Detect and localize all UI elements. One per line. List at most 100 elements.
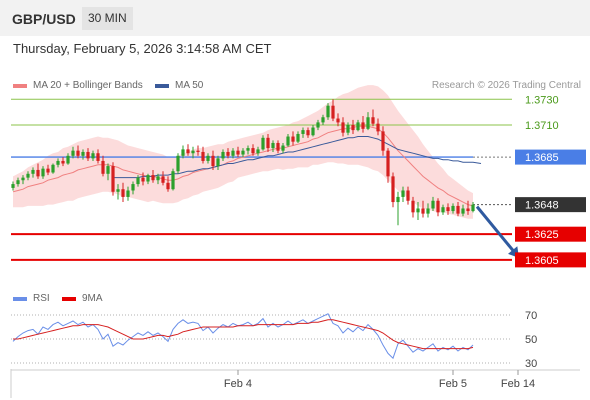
candle (76, 145, 80, 159)
candle-body (341, 122, 345, 133)
rsi-tick-label: 30 (525, 358, 537, 370)
ma20-legend-label: MA 20 + Bollinger Bands (33, 80, 143, 91)
candle (441, 204, 445, 215)
candle-body (426, 208, 430, 214)
candle (51, 163, 55, 174)
support-1-label: 1.3625 (525, 229, 559, 241)
candle-body (156, 176, 160, 181)
candle (141, 172, 145, 186)
candle (396, 191, 400, 226)
candle (386, 148, 390, 183)
top-bar: GBP/USD 30 MIN (0, 0, 590, 36)
candle (281, 142, 285, 154)
candle-body (381, 131, 385, 151)
candle (161, 171, 165, 186)
legend-rsi: RSI (13, 293, 50, 304)
candle (426, 203, 430, 218)
rsi-tick-label: 50 (525, 334, 537, 346)
candle (66, 153, 70, 165)
candle-body (266, 137, 270, 149)
candle (471, 202, 475, 213)
candle (91, 150, 95, 161)
candle-body (401, 190, 405, 197)
candle (176, 153, 180, 174)
candle-body (166, 182, 170, 190)
candle-body (121, 189, 125, 197)
candle-body (211, 155, 215, 167)
candle-body (246, 148, 250, 151)
candle (151, 169, 155, 183)
resistance-2-label: 1.3730 (525, 94, 559, 106)
candle (376, 118, 380, 136)
candle (406, 186, 410, 205)
rsi-legend-label: RSI (33, 293, 50, 304)
candle-body (456, 205, 460, 214)
candle-body (216, 158, 220, 167)
candle (166, 176, 170, 192)
candle (191, 146, 195, 159)
candle-body (361, 122, 365, 129)
last-price-label-box (515, 197, 586, 213)
candle-body (386, 150, 390, 177)
candle (146, 173, 150, 185)
candle (296, 131, 300, 143)
support-2-label-box (515, 252, 586, 268)
rsi-panel: 70 50 30 (11, 310, 537, 370)
candle (186, 144, 190, 156)
x-axis: Feb 4 Feb 5 Feb 14 (10, 369, 580, 398)
candle-body (41, 168, 45, 177)
candle (411, 196, 415, 218)
candle (416, 202, 420, 221)
candle-body (106, 166, 110, 174)
candle-body (181, 149, 185, 156)
candle (171, 168, 175, 191)
candle-body (21, 177, 25, 181)
level-labels-layer: 1.3730 1.3710 1.3685 1.3648 1.3625 1.3605 (515, 94, 586, 268)
candle (306, 127, 310, 138)
candle (56, 158, 60, 168)
candle (86, 148, 90, 161)
ma20-swatch (13, 83, 27, 88)
candle-body (86, 151, 90, 159)
candle-body (301, 130, 305, 134)
candle (461, 204, 465, 217)
candle (11, 181, 15, 191)
candle-body (411, 200, 415, 213)
candle (126, 186, 130, 201)
forecast-layer (475, 205, 519, 258)
candle (241, 148, 245, 158)
candle-body (56, 160, 60, 165)
candle-body (461, 208, 465, 214)
candle-body (421, 208, 425, 214)
candle-body (256, 149, 260, 154)
candle (421, 200, 425, 218)
legend-ma50: MA 50 (155, 80, 203, 91)
timeframe-button[interactable]: 30 MIN (82, 7, 133, 30)
candle (36, 163, 40, 179)
candle-body (221, 151, 225, 159)
candle (456, 202, 460, 217)
legend-9ma: 9MA (62, 293, 103, 304)
candle (326, 103, 330, 120)
candle (341, 117, 345, 137)
candle-body (346, 124, 350, 133)
candle-body (126, 190, 130, 197)
candle-body (146, 175, 150, 182)
candle-body (96, 153, 100, 161)
candle-body (311, 127, 315, 136)
candle-body (306, 130, 310, 136)
candle-body (231, 150, 235, 156)
candle (181, 145, 185, 159)
candle (276, 140, 280, 154)
candle (46, 164, 50, 176)
resistance-1-label: 1.3710 (525, 120, 559, 132)
candle (311, 124, 315, 137)
candle (26, 171, 30, 181)
candle (316, 119, 320, 131)
candle-body (151, 175, 155, 181)
candle-body (376, 123, 380, 132)
candle (266, 133, 270, 152)
candle-body (226, 151, 230, 156)
candle (261, 135, 265, 151)
